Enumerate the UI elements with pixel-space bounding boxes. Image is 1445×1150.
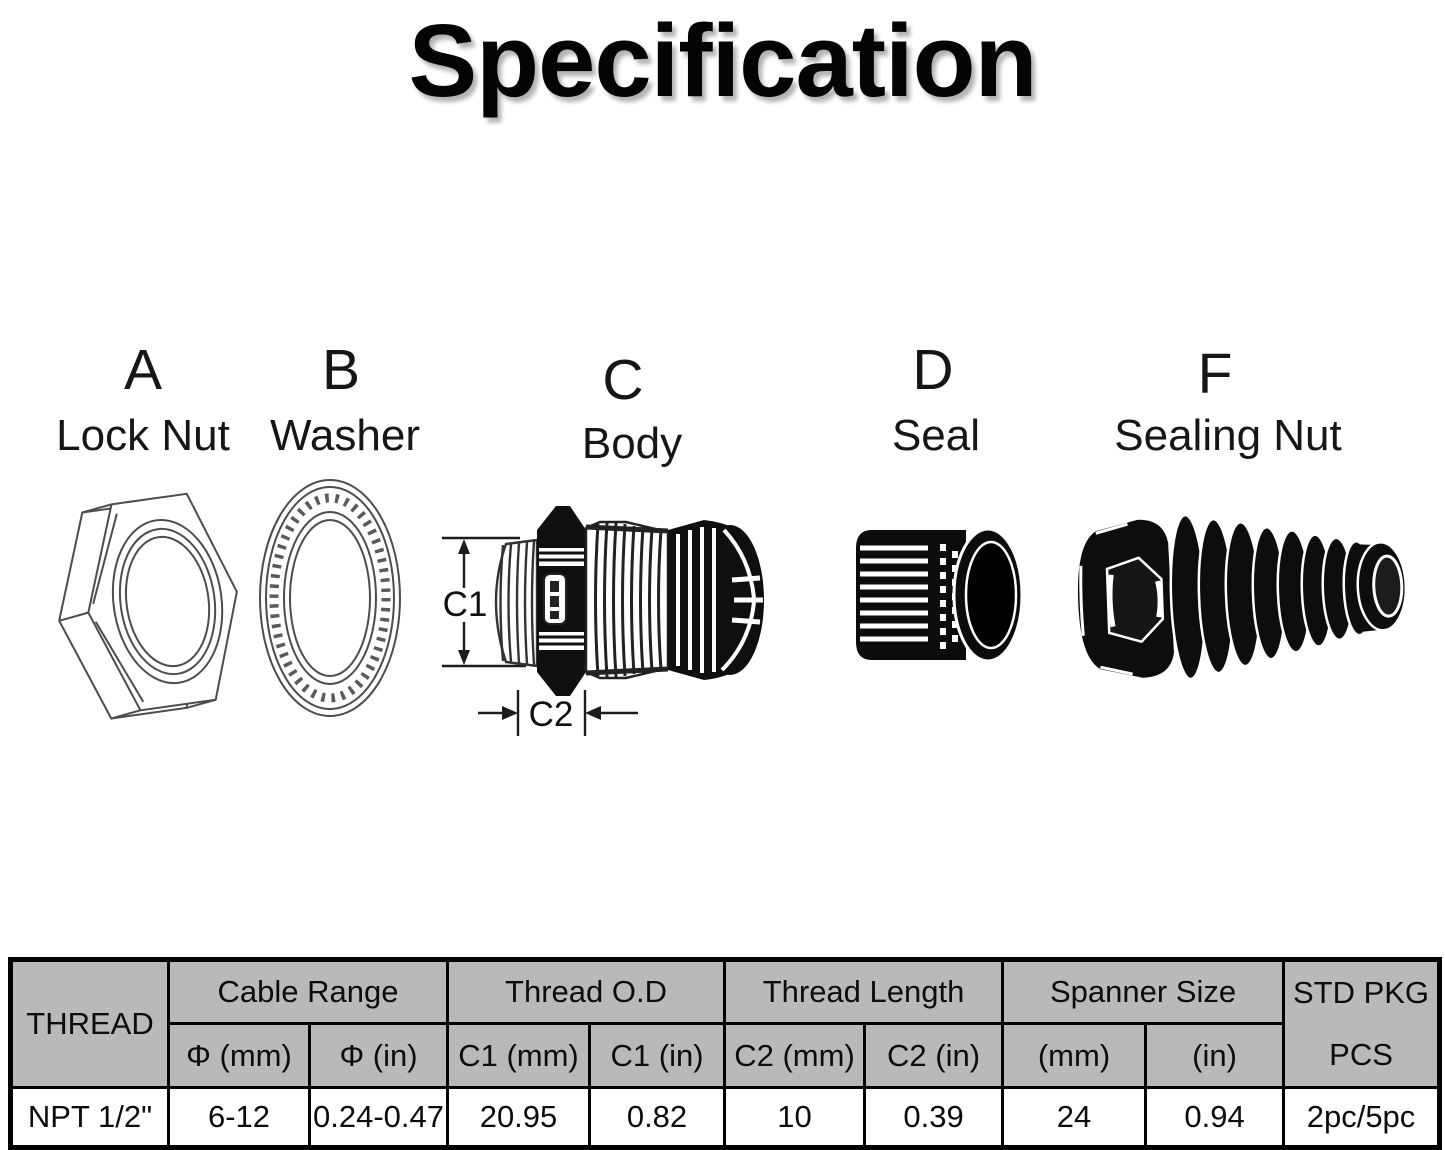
cell-thread: NPT 1/2"	[9, 1086, 170, 1149]
cell-std-pkg: 2pc/5pc	[1282, 1086, 1442, 1149]
sub-header-c2-mm: C2 (mm)	[723, 1022, 867, 1089]
cell-spanner-mm: 24	[1001, 1086, 1148, 1149]
c1-dimension	[442, 536, 526, 668]
part-letter-d: D	[912, 338, 954, 402]
group-header-std-pkg: STD PKG PCS	[1282, 958, 1442, 1089]
body-drawing: C1	[442, 506, 764, 736]
sub-header-phi-mm: Φ (mm)	[167, 1022, 311, 1089]
part-name-body: Body	[581, 419, 683, 468]
sub-header-spanner-mm: (mm)	[1001, 1022, 1148, 1089]
washer-drawing	[259, 479, 401, 717]
cell-thread-od-mm: 20.95	[446, 1086, 591, 1149]
cell-thread-od-in: 0.82	[587, 1086, 727, 1149]
sub-header-c1-mm: C1 (mm)	[446, 1022, 591, 1089]
sub-header-phi-in: Φ (in)	[308, 1022, 449, 1089]
cell-thread-length-mm: 10	[723, 1086, 867, 1149]
std-pkg-label: STD PKG	[1292, 975, 1430, 1010]
part-name-sealing-nut: Sealing Nut	[1114, 411, 1342, 460]
sub-header-c1-in: C1 (in)	[587, 1022, 727, 1089]
cell-thread-length-in: 0.39	[863, 1086, 1005, 1149]
pcs-label: PCS	[1329, 1037, 1393, 1072]
cell-cable-range-in: 0.24-0.47	[308, 1086, 449, 1149]
c1-label: C1	[443, 585, 488, 624]
group-header-thread-od: Thread O.D	[445, 958, 727, 1025]
sealing-nut-drawing	[1077, 513, 1408, 681]
part-letter-a: A	[123, 338, 163, 402]
lock-nut-drawing	[58, 492, 238, 720]
part-letter-f: F	[1197, 342, 1233, 406]
cell-spanner-in: 0.94	[1144, 1086, 1286, 1149]
col-header-thread: THREAD	[9, 958, 170, 1089]
part-letter-b: B	[321, 338, 361, 402]
group-header-spanner-size: Spanner Size	[1001, 958, 1286, 1025]
part-name-seal: Seal	[891, 411, 981, 460]
seal-drawing	[856, 527, 1024, 663]
sub-header-spanner-in: (in)	[1144, 1022, 1286, 1089]
table-row: NPT 1/2" 6-12 0.24-0.47 20.95 0.82 10 0.…	[9, 1086, 1442, 1149]
cell-cable-range-mm: 6-12	[167, 1086, 311, 1149]
sub-header-c2-in: C2 (in)	[863, 1022, 1005, 1089]
group-header-cable-range: Cable Range	[167, 958, 449, 1025]
group-header-thread-length: Thread Length	[723, 958, 1005, 1025]
page-title: Specification	[408, 3, 1037, 118]
c2-label: C2	[529, 695, 574, 734]
part-name-washer: Washer	[270, 411, 420, 460]
part-name-lock-nut: Lock Nut	[56, 411, 230, 460]
part-letter-c: C	[602, 348, 644, 412]
c2-dimension	[478, 690, 638, 736]
claw-section	[668, 520, 764, 680]
spec-table: THREAD Cable Range Thread O.D Thread Len…	[8, 957, 1443, 1150]
